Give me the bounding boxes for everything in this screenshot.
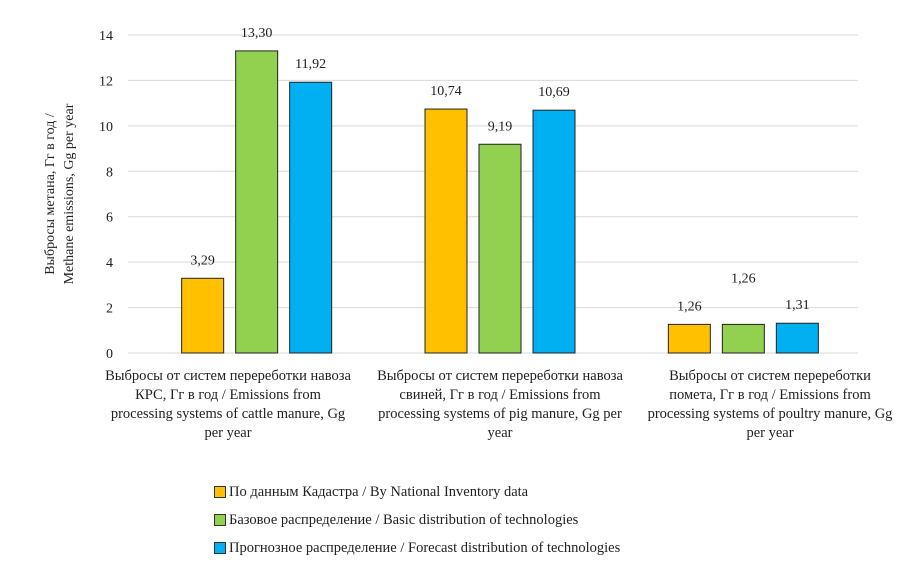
category-label-cattle: Выбросы от систем перереботки навоза КРС… [105,368,351,441]
legend-label: Базовое распределение / Basic distributi… [229,511,579,528]
legend-item-basic: Базовое распределение / Basic distributi… [214,506,620,534]
category-label-poultry: Выбросы от систем перереботки помета, Гг… [647,368,893,441]
y-tick-label: 10 [99,120,113,135]
bar [775,322,819,354]
data-label: 1,26 [677,299,702,314]
data-label: 3,29 [190,253,215,268]
legend: По данным Кадастра / By National Invento… [214,478,620,562]
bar [667,323,711,354]
bar [532,109,576,354]
legend-swatch [214,486,226,498]
data-label: 1,31 [785,298,810,313]
data-label: 10,69 [538,85,570,100]
legend-item-forecast: Прогнозное распределение / Forecast dist… [214,534,620,562]
bar [181,277,225,354]
y-tick-label: 12 [99,74,113,89]
category-label-pig: Выбросы от систем перереботки навоза сви… [377,368,623,441]
y-tick-label: 4 [106,256,113,271]
bar [478,143,522,354]
y-tick-label: 14 [99,29,113,44]
bar [235,50,279,354]
bar [424,108,468,354]
bar [289,81,333,354]
y-tick-label: 2 [106,302,113,317]
y-tick-label: 0 [106,347,113,362]
y-axis-label: Выбросы метана, Гг в год / Methane emissi… [43,103,77,284]
legend-swatch [214,514,226,526]
data-label: 9,19 [488,119,513,134]
legend-swatch [214,542,226,554]
data-label: 13,30 [241,26,273,41]
legend-label: Прогнозное распределение / Forecast dist… [229,539,621,556]
y-tick-label: 8 [106,165,113,180]
bar [721,323,765,354]
data-label: 1,26 [731,271,756,286]
data-label: 10,74 [430,84,462,99]
data-label: 11,92 [295,57,326,72]
legend-label: По данным Кадастра / By National Invento… [229,483,529,500]
y-tick-label: 6 [106,211,113,226]
legend-item-inventory: По данным Кадастра / By National Invento… [214,478,620,506]
